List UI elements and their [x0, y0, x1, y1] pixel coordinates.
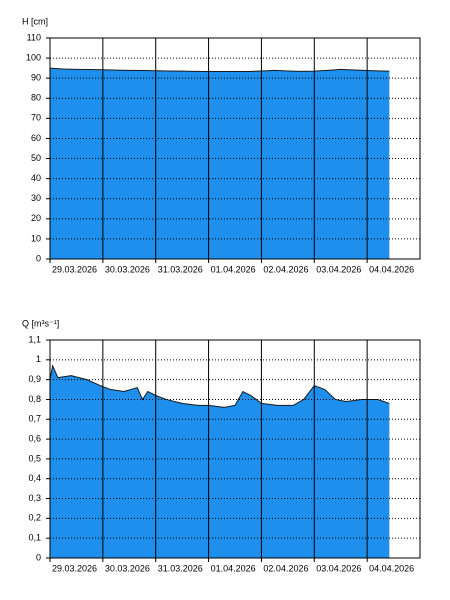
x-tick-label: 02.04.2026 — [263, 563, 308, 573]
area — [50, 365, 390, 558]
y-tick-label: 0,4 — [28, 473, 41, 483]
y-axis-title: H [cm] — [22, 16, 48, 26]
y-tick-label: 20 — [31, 213, 41, 223]
x-tick-label: 03.04.2026 — [316, 264, 361, 274]
x-tick-label: 31.03.2026 — [158, 563, 203, 573]
y-tick-label: 1,1 — [28, 334, 41, 344]
y-tick-label: 70 — [31, 113, 41, 123]
y-tick-label: 110 — [27, 32, 41, 42]
area-outline — [49, 67, 390, 73]
y-tick-label: 40 — [31, 173, 41, 183]
y-tick-label: 0,8 — [28, 394, 41, 404]
y-axis-title: Q [m³s⁻¹] — [22, 318, 59, 328]
y-tick-label: 1 — [36, 354, 41, 364]
y-tick-label: 80 — [31, 93, 41, 103]
x-tick-label: 04.04.2026 — [369, 563, 414, 573]
x-tick-label: 29.03.2026 — [52, 264, 97, 274]
y-tick-label: 0,2 — [28, 513, 41, 523]
area — [50, 68, 390, 260]
x-tick-label: 30.03.2026 — [105, 563, 150, 573]
y-tick-label: 90 — [31, 73, 41, 83]
y-tick-label: 0,9 — [28, 374, 41, 384]
x-tick-label: 01.04.2026 — [211, 563, 256, 573]
y-tick-label: 0,1 — [28, 533, 41, 543]
y-tick-label: 0 — [36, 253, 41, 263]
x-tick-label: 30.03.2026 — [105, 264, 150, 274]
plot-frame — [49, 37, 421, 260]
y-tick-label: 100 — [26, 52, 41, 62]
x-tick-label: 02.04.2026 — [263, 264, 308, 274]
y-tick-label: 0,7 — [28, 414, 41, 424]
y-tick-label: 60 — [31, 133, 41, 143]
y-tick-label: 10 — [31, 233, 41, 243]
plot-frame — [49, 339, 421, 559]
y-tick-label: 0,3 — [28, 493, 41, 503]
x-tick-label: 01.04.2026 — [211, 264, 256, 274]
y-tick-label: 0 — [36, 552, 41, 562]
y-tick-label: 50 — [31, 153, 41, 163]
x-tick-label: 29.03.2026 — [52, 563, 97, 573]
x-tick-label: 31.03.2026 — [158, 264, 203, 274]
y-tick-label: 0,6 — [28, 433, 41, 443]
y-tick-label: 0,5 — [28, 453, 41, 463]
x-tick-label: 04.04.2026 — [369, 264, 414, 274]
y-tick-label: 30 — [31, 193, 41, 203]
x-tick-label: 03.04.2026 — [316, 563, 361, 573]
